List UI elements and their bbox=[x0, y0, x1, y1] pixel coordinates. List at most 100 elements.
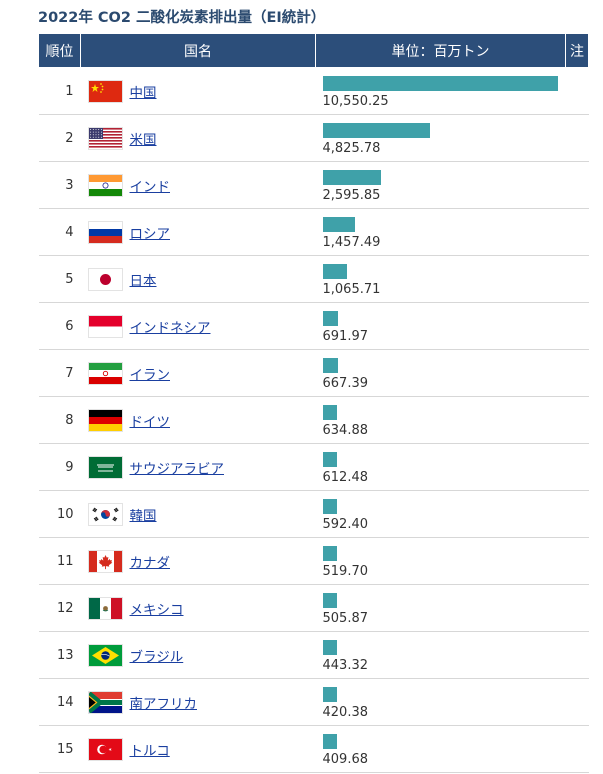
value-text: 505.87 bbox=[322, 610, 369, 626]
value-cell: 691.97 bbox=[315, 302, 566, 350]
value-cell: 409.68 bbox=[315, 725, 566, 773]
page-title: 2022年 CO2 二酸化炭素排出量（EI統計） bbox=[38, 10, 326, 26]
value-text: 1,457.49 bbox=[322, 234, 381, 250]
note-cell bbox=[565, 255, 589, 303]
country-link[interactable]: トルコ bbox=[129, 743, 170, 759]
china-flag-icon bbox=[88, 80, 122, 102]
value-cell: 667.39 bbox=[315, 349, 566, 397]
value-cell: 1,457.49 bbox=[315, 208, 566, 256]
mexico-flag-icon bbox=[88, 597, 122, 619]
value-bar bbox=[322, 263, 347, 279]
country-link[interactable]: 南アフリカ bbox=[129, 696, 198, 712]
iran-flag-icon bbox=[88, 362, 122, 384]
value-text: 409.68 bbox=[322, 751, 369, 767]
table-row: 8 ドイツ 634.88 bbox=[38, 396, 589, 444]
country-link[interactable]: サウジアラビア bbox=[129, 461, 225, 477]
note-cell bbox=[565, 114, 589, 162]
country-link[interactable]: メキシコ bbox=[129, 602, 184, 618]
value-bar bbox=[322, 357, 338, 373]
country-link[interactable]: 米国 bbox=[129, 132, 157, 148]
south-korea-flag-icon bbox=[88, 503, 122, 525]
india-flag-icon bbox=[88, 174, 122, 196]
country-cell: イラン bbox=[80, 349, 316, 397]
country-cell: トルコ bbox=[80, 725, 316, 773]
turkey-flag-icon bbox=[88, 738, 122, 760]
country-link[interactable]: ブラジル bbox=[129, 649, 184, 665]
value-cell: 1,065.71 bbox=[315, 255, 566, 303]
value-cell: 443.32 bbox=[315, 631, 566, 679]
value-bar bbox=[322, 639, 337, 655]
country-cell: インド bbox=[80, 161, 316, 209]
note-cell bbox=[565, 725, 589, 773]
table-row: 1 中国 10,550.25 bbox=[38, 67, 589, 115]
value-cell: 519.70 bbox=[315, 537, 566, 585]
value-bar bbox=[322, 216, 355, 232]
value-cell: 505.87 bbox=[315, 584, 566, 632]
value-text: 634.88 bbox=[322, 422, 369, 438]
value-cell: 10,550.25 bbox=[315, 67, 566, 115]
note-cell bbox=[565, 678, 589, 726]
table-row: 9 サウジアラビア 612.48 bbox=[38, 443, 589, 491]
country-cell: ロシア bbox=[80, 208, 316, 256]
country-link[interactable]: 韓国 bbox=[129, 508, 157, 524]
value-bar bbox=[322, 169, 381, 185]
country-link[interactable]: 日本 bbox=[129, 273, 157, 289]
co2-ranking-table: 順位 国名 単位：百万トン 注 1 中国 10,550.25 2 米国 4,825.78 3… bbox=[38, 33, 589, 773]
table-row: 5 日本 1,065.71 bbox=[38, 255, 589, 303]
country-cell: 米国 bbox=[80, 114, 316, 162]
table-row: 12 メキシコ 505.87 bbox=[38, 584, 589, 632]
value-bar bbox=[322, 545, 337, 561]
rank-cell: 14 bbox=[38, 678, 81, 726]
value-text: 4,825.78 bbox=[322, 140, 381, 156]
value-text: 691.97 bbox=[322, 328, 369, 344]
country-cell: 南アフリカ bbox=[80, 678, 316, 726]
value-text: 420.38 bbox=[322, 704, 369, 720]
japan-flag-icon bbox=[88, 268, 122, 290]
table-row: 6 インドネシア 691.97 bbox=[38, 302, 589, 350]
rank-cell: 11 bbox=[38, 537, 81, 585]
value-text: 1,065.71 bbox=[322, 281, 381, 297]
table-row: 7 イラン 667.39 bbox=[38, 349, 589, 397]
header-country-name: 国名 bbox=[80, 33, 316, 68]
note-cell bbox=[565, 537, 589, 585]
value-cell: 612.48 bbox=[315, 443, 566, 491]
country-cell: メキシコ bbox=[80, 584, 316, 632]
table-row: 15 トルコ 409.68 bbox=[38, 725, 589, 773]
value-text: 667.39 bbox=[322, 375, 369, 391]
canada-flag-icon bbox=[88, 550, 122, 572]
country-cell: カナダ bbox=[80, 537, 316, 585]
note-cell bbox=[565, 67, 589, 115]
country-link[interactable]: ドイツ bbox=[129, 414, 171, 430]
value-bar bbox=[322, 498, 337, 514]
country-link[interactable]: カナダ bbox=[129, 555, 171, 571]
usa-flag-icon bbox=[88, 127, 122, 149]
note-cell bbox=[565, 631, 589, 679]
value-bar bbox=[322, 686, 337, 702]
brazil-flag-icon bbox=[88, 644, 122, 666]
rank-cell: 15 bbox=[38, 725, 81, 773]
country-link[interactable]: イラン bbox=[129, 367, 171, 383]
header-unit: 単位：百万トン bbox=[315, 33, 566, 68]
country-cell: サウジアラビア bbox=[80, 443, 316, 491]
rank-cell: 1 bbox=[38, 67, 81, 115]
value-text: 519.70 bbox=[322, 563, 369, 579]
note-cell bbox=[565, 349, 589, 397]
russia-flag-icon bbox=[88, 221, 122, 243]
country-link[interactable]: 中国 bbox=[129, 85, 157, 101]
country-link[interactable]: インド bbox=[129, 179, 171, 195]
note-cell bbox=[565, 396, 589, 444]
header-note: 注 bbox=[565, 33, 589, 68]
table-row: 11 カナダ 519.70 bbox=[38, 537, 589, 585]
country-link[interactable]: ロシア bbox=[129, 226, 171, 242]
country-cell: インドネシア bbox=[80, 302, 316, 350]
note-cell bbox=[565, 161, 589, 209]
note-cell bbox=[565, 208, 589, 256]
value-bar bbox=[322, 733, 337, 749]
table-row: 10 韓国 592.40 bbox=[38, 490, 589, 538]
value-text: 2,595.85 bbox=[322, 187, 381, 203]
table-row: 3 インド 2,595.85 bbox=[38, 161, 589, 209]
country-cell: ブラジル bbox=[80, 631, 316, 679]
country-link[interactable]: インドネシア bbox=[129, 320, 211, 336]
value-text: 612.48 bbox=[322, 469, 369, 485]
note-cell bbox=[565, 584, 589, 632]
